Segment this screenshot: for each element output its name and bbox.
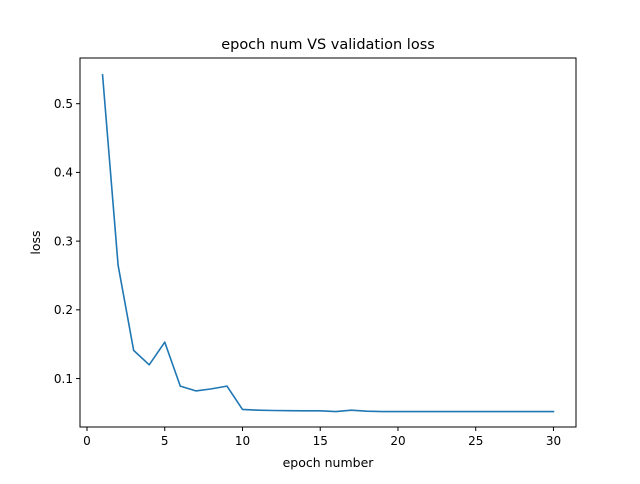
x-tick-label: 5	[161, 434, 169, 448]
chart-title: epoch num VS validation loss	[221, 37, 435, 53]
x-tick-label: 15	[313, 434, 328, 448]
y-axis-label: loss	[28, 230, 43, 254]
y-tick-label: 0.5	[54, 97, 73, 111]
series-layer	[101, 73, 555, 413]
x-axis-ticks: 0 5 10 15 20 25 30	[83, 427, 561, 448]
x-tick-label: 10	[235, 434, 250, 448]
x-tick-label: 30	[546, 434, 561, 448]
x-tick-label: 25	[468, 434, 483, 448]
y-tick-label: 0.2	[54, 303, 73, 317]
plot-frame	[79, 57, 577, 428]
series-line-0	[101, 73, 555, 413]
y-tick-label: 0.3	[54, 234, 73, 248]
y-axis-ticks: 0.1 0.2 0.3 0.4 0.5	[54, 97, 80, 386]
x-tick-label: 20	[390, 434, 405, 448]
y-tick-label: 0.1	[54, 372, 73, 386]
x-tick-label: 0	[83, 434, 91, 448]
y-tick-label: 0.4	[54, 166, 73, 180]
x-axis-label: epoch number	[283, 455, 375, 470]
